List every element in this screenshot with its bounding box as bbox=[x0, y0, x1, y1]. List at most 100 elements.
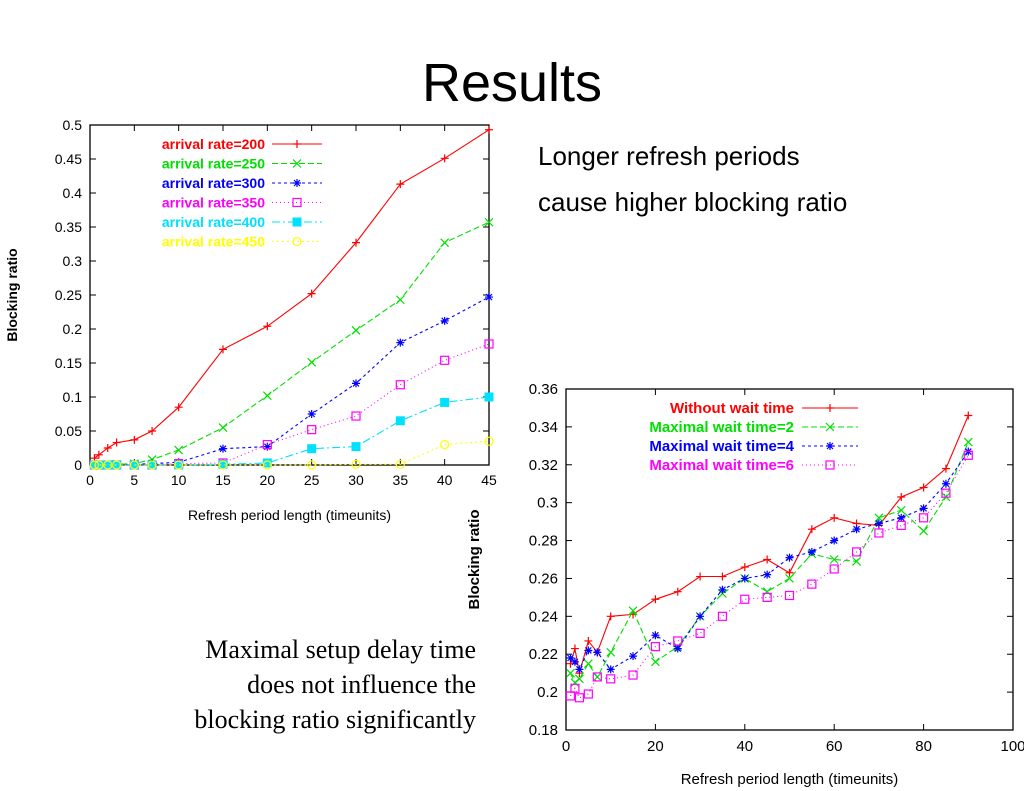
data-point bbox=[293, 179, 301, 187]
data-point bbox=[570, 657, 579, 666]
slide-title: Results bbox=[421, 53, 603, 113]
data-point bbox=[566, 654, 575, 663]
series-line bbox=[569, 415, 969, 674]
y-tick-label: 0.35 bbox=[55, 219, 82, 235]
y-tick-label: 0.1 bbox=[63, 389, 83, 405]
data-point bbox=[628, 670, 638, 680]
data-point bbox=[440, 355, 450, 365]
data-point bbox=[440, 397, 450, 407]
data-point bbox=[395, 380, 405, 390]
data-point bbox=[826, 404, 834, 412]
series-line bbox=[94, 440, 490, 466]
data-point bbox=[628, 606, 638, 616]
data-point bbox=[718, 585, 727, 594]
notes-text: Longer refresh periods cause higher bloc… bbox=[538, 140, 858, 232]
data-point bbox=[740, 574, 749, 583]
data-point bbox=[650, 657, 660, 667]
data-point bbox=[484, 217, 494, 227]
x-tick-label: 100 bbox=[1000, 738, 1024, 755]
series bbox=[566, 437, 973, 688]
data-point bbox=[583, 689, 593, 699]
data-point bbox=[852, 525, 861, 534]
y-tick-label: 0.18 bbox=[529, 722, 558, 739]
data-point bbox=[897, 513, 906, 522]
x-tick-label: 5 bbox=[130, 472, 138, 488]
y-tick-label: 0.4 bbox=[63, 185, 83, 201]
series-line bbox=[94, 296, 490, 466]
data-point bbox=[740, 594, 750, 604]
data-point bbox=[396, 180, 405, 189]
y-tick-label: 0.3 bbox=[63, 253, 83, 269]
data-point bbox=[874, 528, 884, 538]
data-point bbox=[919, 526, 929, 536]
data-point bbox=[148, 427, 157, 435]
data-point bbox=[896, 520, 906, 530]
x-tick-label: 10 bbox=[171, 472, 187, 488]
legend-label: arrival rate=400 bbox=[162, 214, 265, 230]
data-point bbox=[593, 648, 602, 657]
data-point bbox=[292, 159, 302, 168]
data-point bbox=[218, 423, 228, 433]
x-axis: 0 20 40 60 80 100 bbox=[562, 389, 1024, 755]
data-point bbox=[897, 492, 906, 501]
data-point bbox=[807, 579, 817, 589]
legend-label: arrival rate=200 bbox=[162, 136, 265, 152]
data-point bbox=[174, 460, 184, 470]
chart-right: 0.18 0.2 0.22 0.24 0.26 0.28 0.3 0.32 0.34 0.36 0 2… bbox=[466, 381, 1024, 788]
data-point bbox=[89, 460, 100, 470]
legend-label: Maximal wait time=2 bbox=[649, 419, 794, 436]
data-point bbox=[263, 322, 272, 331]
data-point bbox=[584, 646, 593, 655]
x-tick-label: 0 bbox=[86, 472, 94, 488]
data-point bbox=[565, 691, 576, 701]
data-point bbox=[484, 392, 494, 402]
data-point bbox=[94, 450, 103, 459]
data-point bbox=[94, 460, 104, 470]
data-point bbox=[941, 488, 951, 498]
data-point bbox=[103, 460, 113, 470]
data-point bbox=[919, 513, 929, 523]
data-point bbox=[874, 519, 883, 528]
data-point bbox=[919, 504, 928, 513]
data-point bbox=[851, 547, 862, 557]
caption-line: blocking ratio significantly bbox=[194, 705, 476, 734]
data-point bbox=[673, 644, 682, 653]
data-point bbox=[484, 436, 494, 446]
x-tick-label: 60 bbox=[826, 738, 843, 755]
y-tick-label: 0.36 bbox=[529, 381, 558, 398]
data-point bbox=[174, 445, 184, 455]
data-point bbox=[262, 440, 272, 450]
series bbox=[566, 411, 973, 678]
data-point bbox=[352, 238, 360, 247]
series bbox=[90, 125, 493, 463]
data-point bbox=[218, 460, 228, 470]
data-point bbox=[718, 572, 727, 581]
data-point bbox=[570, 644, 579, 653]
data-point bbox=[696, 612, 705, 621]
y-tick-label: 0.15 bbox=[55, 355, 82, 371]
data-point bbox=[219, 444, 227, 453]
data-point bbox=[292, 217, 302, 227]
y-tick-label: 0.32 bbox=[529, 457, 558, 474]
legend-label: Maximal wait time=6 bbox=[649, 457, 794, 474]
data-point bbox=[650, 642, 660, 652]
data-point bbox=[852, 556, 861, 566]
data-point bbox=[147, 460, 157, 470]
data-point bbox=[964, 411, 973, 420]
data-point bbox=[307, 460, 317, 470]
x-tick-label: 35 bbox=[393, 472, 409, 488]
data-point bbox=[440, 154, 449, 163]
data-point bbox=[825, 460, 835, 470]
x-tick-label: 45 bbox=[481, 472, 497, 488]
x-tick-label: 25 bbox=[304, 472, 320, 488]
data-point bbox=[785, 553, 794, 562]
data-point bbox=[485, 125, 493, 134]
data-point bbox=[440, 440, 450, 450]
plot-frame bbox=[565, 388, 1014, 731]
y-tick-label: 0.28 bbox=[529, 533, 558, 550]
x-tick-label: 20 bbox=[647, 738, 664, 755]
y-axis: 0.18 0.2 0.22 0.24 0.26 0.28 0.3 0.32 0.34 0.36 bbox=[529, 381, 1013, 739]
chart-left: 0 0.05 0.1 0.15 0.2 0.25 0.3 0.35 0.4 0.45 0.5 0 5 10… bbox=[4, 117, 497, 523]
legend-label: arrival rate=300 bbox=[162, 175, 265, 191]
data-point bbox=[574, 674, 584, 684]
